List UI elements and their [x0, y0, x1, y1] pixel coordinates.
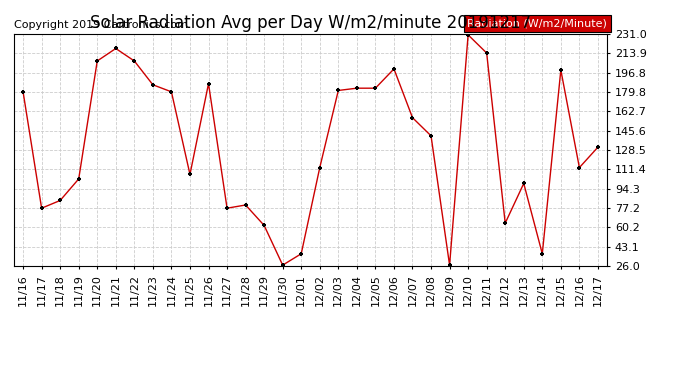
Point: [17, 89, 28, 95]
Point: [426, 133, 437, 139]
Text: Radiation (W/m2/Minute): Radiation (W/m2/Minute): [467, 19, 607, 28]
Point: [314, 165, 325, 171]
Point: [240, 202, 251, 208]
Point: [259, 222, 270, 228]
Point: [277, 262, 288, 268]
Point: [407, 115, 418, 121]
Point: [184, 171, 195, 177]
Point: [296, 251, 307, 257]
Point: [55, 198, 66, 204]
Point: [555, 67, 566, 73]
Point: [370, 85, 381, 91]
Point: [481, 50, 492, 56]
Point: [148, 82, 159, 88]
Point: [593, 144, 604, 150]
Point: [518, 180, 529, 186]
Point: [388, 66, 400, 72]
Point: [574, 165, 585, 171]
Point: [500, 220, 511, 226]
Point: [462, 32, 473, 38]
Title: Solar Radiation Avg per Day W/m2/minute 20191217: Solar Radiation Avg per Day W/m2/minute …: [90, 14, 531, 32]
Point: [333, 87, 344, 93]
Point: [537, 251, 548, 257]
Point: [92, 58, 103, 64]
Point: [351, 85, 362, 91]
Point: [36, 205, 47, 211]
Text: Copyright 2019 Cartronics.com: Copyright 2019 Cartronics.com: [14, 20, 188, 30]
Point: [166, 89, 177, 95]
Point: [221, 205, 233, 211]
Point: [129, 58, 140, 64]
Point: [73, 176, 84, 182]
Point: [110, 45, 121, 51]
Point: [203, 81, 214, 87]
Point: [444, 262, 455, 268]
